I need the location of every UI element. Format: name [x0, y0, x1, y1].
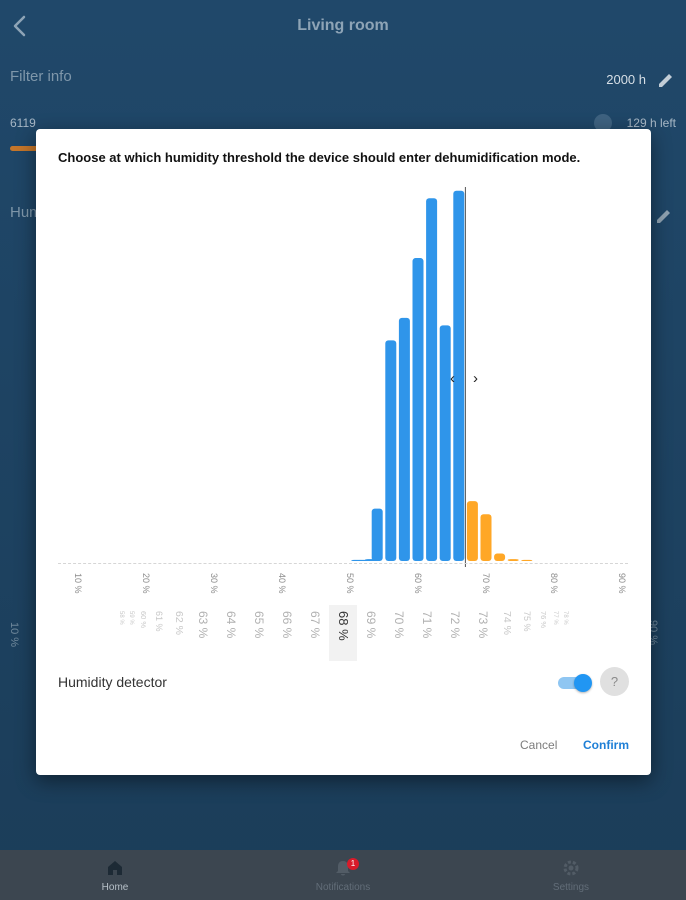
- picker-option[interactable]: 67 %: [308, 611, 322, 639]
- nav-notifications[interactable]: 1 Notifications: [283, 850, 403, 900]
- cancel-button[interactable]: Cancel: [520, 738, 558, 752]
- picker-option[interactable]: 60 %: [139, 611, 148, 629]
- nav-home-label: Home: [101, 882, 129, 893]
- filter-progress-bar: [10, 146, 50, 151]
- nav-notifications-label: Notifications: [315, 882, 371, 893]
- picker-option[interactable]: 69 %: [364, 611, 378, 639]
- filter-remaining: 129 h left: [626, 116, 676, 130]
- filter-total-hours: 2000 h: [606, 72, 646, 87]
- picker-option[interactable]: 76 %: [539, 611, 548, 629]
- x-tick-label: 70 %: [481, 573, 491, 594]
- page-title: Living room: [297, 17, 389, 34]
- filter-device-id: 6119: [10, 116, 36, 130]
- x-tick-label: 80 %: [549, 573, 559, 594]
- filter-info-label: Filter info: [10, 68, 72, 85]
- bell-icon: [336, 861, 350, 876]
- picker-option[interactable]: 65 %: [252, 611, 266, 639]
- chart-bar: [412, 258, 424, 561]
- top-bar: Living room: [0, 0, 686, 52]
- chart-bar: [521, 559, 533, 561]
- x-tick-label: 40 %: [277, 573, 287, 594]
- picker-option[interactable]: 77 %: [552, 611, 558, 625]
- picker-option[interactable]: 66 %: [280, 611, 294, 639]
- picker-option[interactable]: 73 %: [476, 611, 490, 639]
- chart-bar: [426, 198, 438, 561]
- picker-option[interactable]: 70 %: [392, 611, 406, 639]
- picker-selection-highlight: [329, 605, 357, 661]
- picker-option[interactable]: 68 %: [336, 611, 351, 641]
- picker-option[interactable]: 59 %: [128, 611, 134, 625]
- x-tick-label: 10 %: [73, 573, 83, 594]
- chart-bar: [466, 501, 478, 561]
- picker-option[interactable]: 78 %: [562, 611, 568, 625]
- chart-bar: [507, 559, 519, 561]
- edit-icon[interactable]: [654, 206, 674, 226]
- chart-bar: [398, 317, 410, 561]
- humidity-detector-label: Humidity detector: [58, 674, 167, 690]
- chevron-right-icon[interactable]: ›: [473, 370, 478, 387]
- nav-settings-label: Settings: [552, 882, 590, 893]
- chart-bar: [385, 340, 397, 561]
- edit-icon[interactable]: [656, 70, 676, 90]
- picker-option[interactable]: 64 %: [224, 611, 238, 639]
- x-tick-label: 20 %: [141, 573, 151, 594]
- help-button[interactable]: ?: [600, 667, 629, 696]
- x-tick-label: 60 %: [413, 573, 423, 594]
- chart-bar: [439, 325, 451, 561]
- home-icon: [108, 861, 122, 875]
- nav-home[interactable]: Home: [55, 850, 175, 900]
- x-tick-label: 90 %: [617, 573, 627, 594]
- picker-option[interactable]: 72 %: [448, 611, 462, 639]
- status-indicator: [594, 114, 612, 132]
- threshold-dialog: Choose at which humidity threshold the d…: [36, 129, 651, 775]
- picker-option[interactable]: 58 %: [118, 611, 124, 625]
- chart-baseline: [58, 563, 628, 564]
- notification-badge: 1: [347, 858, 359, 870]
- x-tick-label: 30 %: [209, 573, 219, 594]
- toggle-thumb: [574, 674, 592, 692]
- chart-bar: [453, 190, 465, 562]
- humidity-section-label: Hum: [10, 204, 42, 221]
- dialog-prompt: Choose at which humidity threshold the d…: [58, 150, 581, 165]
- nav-settings[interactable]: Settings: [511, 850, 631, 900]
- chart-bar: [494, 553, 506, 561]
- back-arrow-icon[interactable]: [8, 12, 32, 40]
- picker-option[interactable]: 62 %: [173, 611, 185, 635]
- chart-bar: [480, 514, 492, 561]
- chevron-left-icon[interactable]: ‹: [450, 370, 455, 387]
- background-tick-left: 10 %: [8, 622, 20, 648]
- chart-bar: [371, 508, 383, 561]
- picker-option[interactable]: 63 %: [196, 611, 210, 639]
- x-tick-label: 50 %: [345, 573, 355, 594]
- confirm-button[interactable]: Confirm: [583, 738, 629, 752]
- picker-option[interactable]: 71 %: [420, 611, 434, 639]
- picker-option[interactable]: 75 %: [522, 611, 532, 632]
- gear-icon: [563, 860, 579, 876]
- humidity-histogram-chart[interactable]: [36, 129, 651, 569]
- bottom-navigation: Home 1 Notifications Settings: [0, 850, 686, 900]
- humidity-detector-toggle[interactable]: [556, 674, 594, 692]
- picker-option[interactable]: 74 %: [501, 611, 513, 635]
- picker-option[interactable]: 61 %: [154, 611, 164, 632]
